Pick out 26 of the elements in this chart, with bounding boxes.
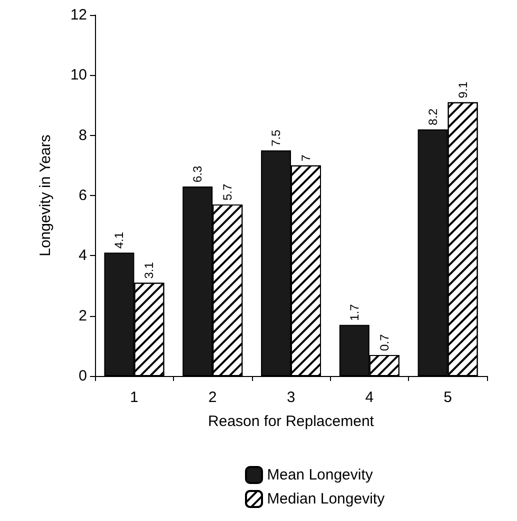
y-tick-label: 12 [70,6,87,24]
y-tick-label: 4 [78,247,87,264]
x-tick-label: 3 [286,389,296,406]
data-label: 7.5 [269,129,283,146]
y-axis-title: Longevity in Years [37,134,54,256]
y-tick-label: 6 [78,187,87,204]
y-tick-label: 2 [78,307,87,324]
legend-label: Mean Longevity [267,466,374,484]
legend-label: Median Longevity [267,490,386,508]
data-label: 5.7 [220,184,235,201]
x-tick-label: 2 [208,389,217,406]
data-label: 0.7 [377,334,392,351]
x-tick-label: 1 [130,389,138,406]
x-tick-label: 5 [444,389,452,406]
data-label: 1.7 [347,304,362,321]
y-tick-label: 8 [78,126,87,144]
x-axis-title: Reason for Replacement [208,413,375,430]
data-label: 4.1 [112,232,126,249]
y-tick-label: 10 [70,66,87,84]
data-label: 9.1 [456,81,470,98]
data-label: 3.1 [142,262,156,279]
x-tick-label: 4 [365,389,374,406]
data-label: 6.3 [190,165,205,182]
y-tick-label: 0 [78,368,87,384]
data-label: 8.2 [426,108,440,126]
data-label: 7 [299,154,313,162]
